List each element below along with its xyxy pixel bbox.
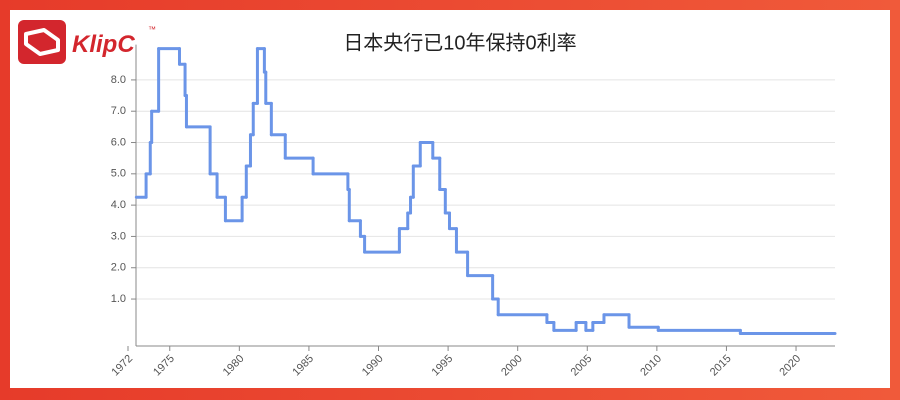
y-tick-label: 1.0: [111, 293, 126, 305]
y-tick-label: 8.0: [111, 74, 126, 86]
y-tick-label: 5.0: [111, 168, 126, 180]
y-tick-label: 3.0: [111, 230, 126, 242]
chart-title: 日本央行已10年保持0利率: [343, 31, 576, 54]
y-tick-label: 6.0: [111, 136, 126, 148]
logo-trademark: ™: [148, 25, 156, 34]
y-tick-label: 7.0: [111, 105, 126, 117]
logo-icon: [18, 20, 66, 64]
panel: [10, 10, 890, 388]
y-tick-label: 2.0: [111, 262, 126, 274]
y-tick-label: 4.0: [111, 199, 126, 211]
logo: KlipC ™: [18, 20, 156, 64]
logo-glyph: [24, 28, 60, 56]
logo-text: KlipC: [72, 31, 135, 58]
